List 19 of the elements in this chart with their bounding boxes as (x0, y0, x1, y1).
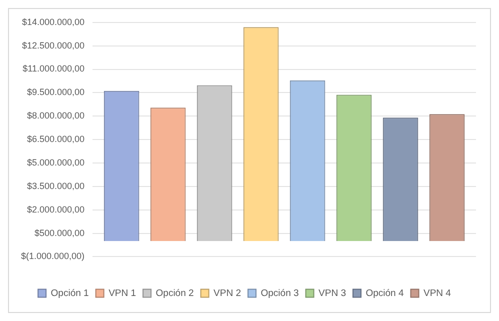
y-tick-label: $9.500.000,00 (26, 87, 85, 98)
y-tick-label: $11.000.000,00 (22, 64, 85, 74)
legend-label: Opción 4 (366, 288, 404, 299)
y-tick-label: $12.500.000,00 (22, 40, 85, 50)
y-tick-label: $14.000.000,00 (22, 16, 85, 27)
y-tick-label: $500.000,00 (34, 228, 85, 238)
y-tick-label: $5.000.000,00 (26, 157, 85, 168)
y-tick-label: $6.500.000,00 (26, 134, 85, 144)
legend-label: Opción 2 (156, 288, 194, 299)
y-tick-label: $8.000.000,00 (26, 110, 85, 121)
legend-label: Opción 1 (50, 288, 89, 299)
y-tick-label: $(1.000.000,00) (20, 251, 85, 262)
legend-label: VPN 3 (318, 288, 346, 299)
legend-label: VPN 4 (424, 288, 451, 299)
legend-label: VPN 2 (214, 288, 242, 299)
y-tick-label: $3.500.000,00 (26, 180, 85, 191)
y-tick-label: $2.000.000,00 (26, 204, 85, 214)
legend-label: VPN 1 (108, 288, 136, 299)
legend-label: Opción 3 (260, 288, 299, 299)
